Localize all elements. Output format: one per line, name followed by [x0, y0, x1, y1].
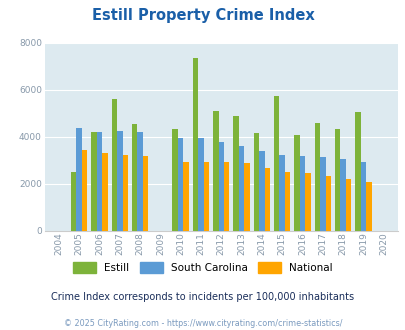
Bar — [279, 154, 284, 231]
Bar — [96, 132, 102, 231]
Bar — [137, 132, 143, 231]
Text: Crime Index corresponds to incidents per 100,000 inhabitants: Crime Index corresponds to incidents per… — [51, 292, 354, 302]
Bar — [305, 173, 310, 231]
Bar — [258, 151, 264, 231]
Bar — [183, 162, 188, 231]
Bar — [294, 135, 299, 231]
Bar — [218, 142, 224, 231]
Bar — [339, 159, 345, 231]
Bar — [345, 179, 350, 231]
Bar — [319, 157, 325, 231]
Bar — [192, 58, 198, 231]
Bar — [273, 96, 279, 231]
Bar — [334, 129, 339, 231]
Bar — [314, 123, 319, 231]
Legend: Estill, South Carolina, National: Estill, South Carolina, National — [68, 258, 337, 277]
Bar — [299, 156, 305, 231]
Bar — [82, 150, 87, 231]
Bar — [253, 133, 258, 231]
Bar — [177, 138, 183, 231]
Bar — [172, 129, 177, 231]
Bar — [244, 163, 249, 231]
Bar — [203, 162, 209, 231]
Bar — [360, 162, 365, 231]
Bar — [213, 111, 218, 231]
Bar — [325, 176, 330, 231]
Text: Estill Property Crime Index: Estill Property Crime Index — [92, 8, 313, 23]
Bar — [102, 153, 107, 231]
Bar — [354, 112, 360, 231]
Bar — [111, 99, 117, 231]
Bar — [117, 131, 122, 231]
Bar — [132, 124, 137, 231]
Bar — [233, 116, 238, 231]
Bar — [264, 168, 269, 231]
Bar — [76, 128, 82, 231]
Text: © 2025 CityRating.com - https://www.cityrating.com/crime-statistics/: © 2025 CityRating.com - https://www.city… — [64, 319, 341, 328]
Bar — [224, 162, 229, 231]
Bar — [71, 172, 76, 231]
Bar — [122, 154, 128, 231]
Bar — [198, 138, 203, 231]
Bar — [238, 147, 244, 231]
Bar — [91, 132, 96, 231]
Bar — [143, 156, 148, 231]
Bar — [365, 182, 371, 231]
Bar — [284, 172, 290, 231]
